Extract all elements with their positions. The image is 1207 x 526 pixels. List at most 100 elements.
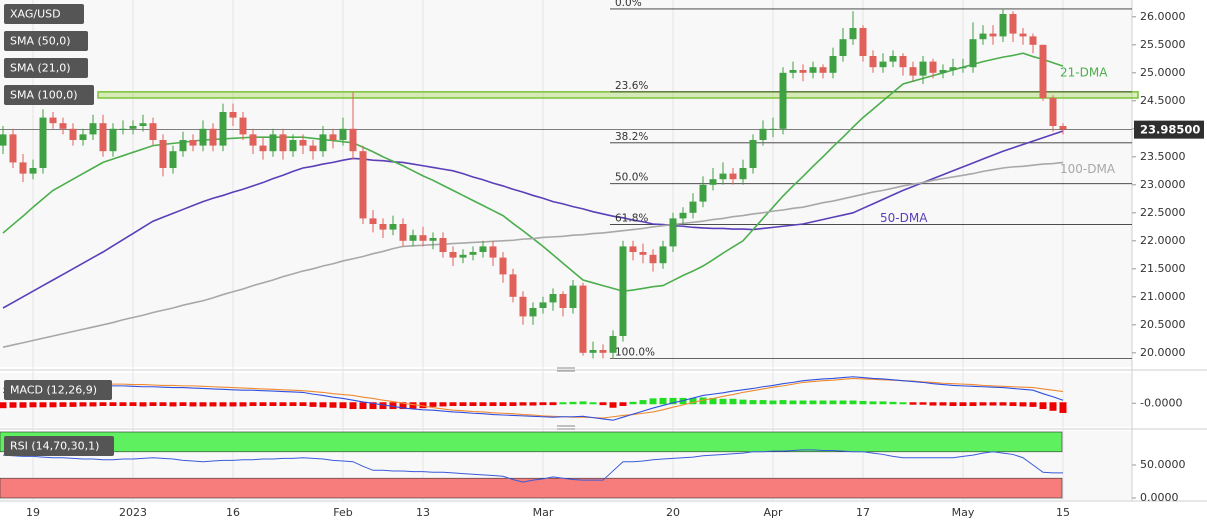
oversold-zone <box>0 477 1063 499</box>
candle-body <box>469 252 477 255</box>
candle-body <box>419 235 427 241</box>
candle-body <box>209 128 217 146</box>
pane-grip[interactable] <box>557 367 575 372</box>
histogram-bar <box>879 401 887 405</box>
candle-body <box>289 140 297 152</box>
y-tick-label: 22.0000 <box>1140 234 1186 247</box>
candle-body <box>9 134 17 163</box>
histogram-bar <box>539 402 547 406</box>
candle-body <box>519 296 527 317</box>
histogram-bar <box>529 402 537 406</box>
histogram-bar <box>749 400 757 405</box>
candle-body <box>909 67 917 76</box>
y-tick-label: 20.0000 <box>1140 346 1186 359</box>
macd-line <box>2 376 1064 421</box>
candle-body <box>959 67 967 69</box>
histogram-bar <box>449 402 457 406</box>
candle-body <box>89 123 97 135</box>
candle-body <box>919 61 927 76</box>
candle-body <box>169 151 177 168</box>
candle-body <box>379 224 387 230</box>
candle-body <box>779 72 787 129</box>
histogram-bar <box>0 402 7 409</box>
legend-entry: SMA (100,0) <box>10 89 78 102</box>
candle-body <box>409 235 417 241</box>
histogram-bar <box>409 402 417 409</box>
x-tick-label: 13 <box>416 506 430 519</box>
candle-body <box>529 308 537 317</box>
candle-body <box>1019 33 1027 37</box>
pane-title-box <box>4 380 112 400</box>
x-tick-label: Apr <box>763 506 783 519</box>
histogram-bar <box>509 402 517 406</box>
fib-label: 38.2% <box>615 131 648 143</box>
pane-grip[interactable] <box>557 425 575 430</box>
pane-title-box <box>4 436 114 456</box>
histogram-bar <box>619 402 627 406</box>
candle-body <box>99 123 107 152</box>
sma-line <box>2 161 1064 348</box>
candle-body <box>449 252 457 258</box>
candle-body <box>539 302 547 308</box>
signal-line <box>2 377 1064 419</box>
histogram-bar <box>179 402 187 406</box>
histogram-bar <box>929 402 937 406</box>
candle-body <box>479 246 487 252</box>
fib-label: 0.0% <box>615 0 642 9</box>
histogram-bar <box>669 397 677 405</box>
histogram-bar <box>919 402 927 405</box>
histogram-bar <box>69 402 77 407</box>
candle-body <box>199 128 207 146</box>
x-tick-label: 2023 <box>119 506 147 519</box>
candle-body <box>629 246 637 252</box>
histogram-bar <box>729 398 737 405</box>
candle-body <box>229 112 237 118</box>
candle-body <box>509 274 517 297</box>
histogram-bar <box>559 402 567 405</box>
candle-body <box>319 134 327 152</box>
y-tick-label: 23.0000 <box>1140 178 1186 191</box>
y-tick-label: 50.0000 <box>1140 458 1186 471</box>
y-tick-label: 25.0000 <box>1140 66 1186 79</box>
histogram-bar <box>949 402 957 406</box>
candle-body <box>439 238 447 252</box>
histogram-bar <box>909 402 917 405</box>
histogram-bar <box>59 402 67 407</box>
histogram-bar <box>209 402 217 407</box>
histogram-bar <box>479 402 487 406</box>
histogram-bar <box>819 400 827 405</box>
histogram-bar <box>19 402 27 408</box>
candle-body <box>809 67 817 73</box>
overbought-zone <box>0 431 1063 453</box>
histogram-bar <box>579 401 587 405</box>
x-tick-label: 17 <box>856 506 870 519</box>
histogram-bar <box>769 400 777 405</box>
y-tick-label: 21.0000 <box>1140 290 1186 303</box>
candle-body <box>639 252 647 255</box>
candle-body <box>589 350 597 353</box>
histogram-bar <box>959 402 967 406</box>
histogram-bar <box>1039 402 1047 410</box>
histogram-bar <box>689 397 697 405</box>
candle-body <box>569 285 577 308</box>
candle-body <box>139 123 147 126</box>
candle-body <box>759 128 767 140</box>
candle-body <box>579 285 587 353</box>
candle-body <box>659 246 667 264</box>
candle-body <box>429 238 437 241</box>
histogram-bar <box>429 402 437 407</box>
histogram-bar <box>1059 402 1067 413</box>
y-tick-label: 24.5000 <box>1140 94 1186 107</box>
y-tick-label: -0.0000 <box>1140 396 1182 409</box>
histogram-bar <box>839 400 847 405</box>
legend-entry: SMA (21,0) <box>10 62 71 75</box>
candle-body <box>279 134 287 152</box>
fib-label: 61.8% <box>615 213 648 225</box>
histogram-bar <box>149 402 157 406</box>
candle-body <box>689 201 697 213</box>
candle-body <box>309 145 317 152</box>
candle-body <box>559 294 567 308</box>
candle-body <box>649 254 657 264</box>
legend-entry-box <box>4 58 88 78</box>
